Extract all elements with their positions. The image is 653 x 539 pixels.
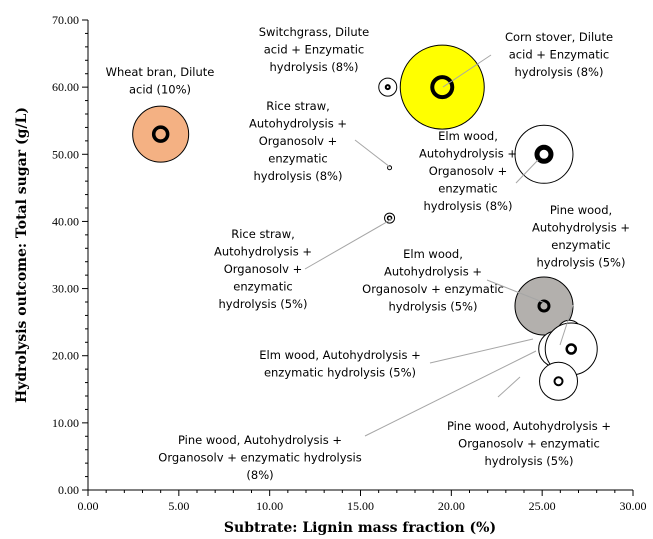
bubble-label: Pine wood, Autohydrolysis + enzymatic hydro… — [532, 203, 630, 270]
bubble-label-line: Autohydrolysis + — [419, 147, 517, 161]
leader-line — [364, 350, 537, 437]
y-tick-label: 0.00 — [58, 483, 79, 497]
bubble-label-line: Pine wood, Autohydrolysis + — [447, 419, 611, 433]
bubble-label-line: hydrolysis (5%) — [219, 297, 308, 311]
leader-line — [559, 304, 574, 346]
bubble-label: Elm wood, Autohydrolysis + Organosolv + enz… — [419, 129, 517, 213]
bubble-label-line: hydrolysis (5%) — [485, 454, 574, 468]
y-tick-label: 40.00 — [52, 214, 79, 228]
bubble-label-line: hydrolysis (8%) — [270, 60, 359, 74]
leader-line — [515, 159, 539, 184]
bubble-label: Rice straw, Autohydrolysis + Organosolv + e… — [249, 99, 347, 183]
bubble-label-line: Autohydrolysis + — [384, 265, 482, 279]
bubble-label-line: Autohydrolysis + — [249, 117, 347, 131]
bubble-label: Pine wood, Autohydrolysis + Organosolv + … — [447, 419, 611, 468]
axes: 0.00 10.00 20.00 30.00 40.00 50.00 60.00 70.00 0… — [52, 13, 647, 513]
bubble-label-line: Organosolv + enzymatic — [458, 437, 600, 451]
bubble-label-line: acid + Enzymatic — [264, 43, 365, 57]
bubble-label-line: Pine wood, Autohydrolysis + — [178, 433, 342, 447]
leader-lines — [304, 54, 574, 437]
bubble-label-line: Organosolv + enzymatic hydrolysis — [158, 451, 361, 465]
bubble — [384, 212, 396, 224]
leader-line — [429, 338, 534, 364]
bubble-label: Corn stover, Dilute acid + Enzymatic hydro… — [505, 30, 613, 79]
bubble-label-line: enzymatic hydrolysis (5%) — [264, 366, 416, 380]
bubble-label-line: hydrolysis (8%) — [254, 169, 343, 183]
bubble-marker — [384, 84, 391, 91]
bubble-label: Elm wood, Autohydrolysis + Organosolv + en… — [362, 247, 504, 314]
bubble-label-line: Pine wood, — [550, 203, 612, 217]
y-tick-label: 70.00 — [52, 13, 79, 27]
bubble — [132, 105, 190, 163]
x-tick-label: 0.00 — [78, 499, 99, 513]
bubble — [387, 165, 393, 171]
bubble-label-line: hydrolysis (8%) — [515, 65, 604, 79]
leader-line — [442, 54, 492, 88]
bubble-label-line: hydrolysis (5%) — [537, 256, 626, 270]
leader-line — [304, 218, 393, 270]
bubble-label-line: Rice straw, — [266, 99, 330, 113]
leader-line — [486, 279, 546, 304]
bubble-label-line: enzymatic — [551, 238, 610, 252]
bubble-label-line: Switchgrass, Dilute — [259, 25, 370, 39]
y-tick-label: 60.00 — [52, 80, 79, 94]
y-tick-label: 10.00 — [52, 416, 79, 430]
bubble-label: Wheat bran, Dilute acid (10%) — [106, 65, 215, 97]
bubble — [539, 361, 579, 401]
bubble-label-line: Elm wood, — [438, 129, 498, 143]
leader-line — [354, 139, 391, 168]
bubble-label-line: Autohydrolysis + — [214, 245, 312, 259]
x-tick-label: 30.00 — [620, 499, 647, 513]
x-axis-title: Subtrate: Lignin mass fraction (%) — [224, 520, 496, 536]
bubble-layer — [132, 44, 598, 401]
annotation-layer: Wheat bran, Dilute acid (10%) Switchgrass,… — [106, 25, 630, 482]
bubble-marker — [553, 376, 564, 387]
leader-line — [497, 376, 521, 398]
x-tick-label: 10.00 — [256, 499, 283, 513]
bubble-label: Rice straw, Autohydrolysis + Organosolv + e… — [214, 227, 312, 311]
bubble-label-line: Rice straw, — [231, 227, 295, 241]
bubble-label-line: Organosolv + — [224, 262, 303, 276]
bubble-label: Elm wood, Autohydrolysis + enzymatic hydr… — [259, 348, 420, 380]
bubble-label-line: enzymatic — [233, 280, 292, 294]
bubble-label-line: Autohydrolysis + — [532, 221, 630, 235]
x-tick-label: 20.00 — [438, 499, 465, 513]
bubble-label-line: Organosolv + — [259, 134, 338, 148]
bubble-label-line: acid + Enzymatic — [509, 48, 610, 62]
bubble-label-line: Wheat bran, Dilute — [106, 65, 215, 79]
x-tick-label: 5.00 — [168, 499, 189, 513]
bubble-label-line: Elm wood, — [403, 247, 463, 261]
y-tick-label: 50.00 — [52, 147, 79, 161]
x-tick-label: 15.00 — [347, 499, 374, 513]
bubble-marker — [430, 75, 455, 100]
bubble-label-line: enzymatic — [268, 152, 327, 166]
y-tick-label: 30.00 — [52, 282, 79, 296]
bubble-label-line: Organosolv + — [429, 164, 508, 178]
bubble-marker — [537, 299, 551, 313]
x-tick-label: 25.00 — [529, 499, 556, 513]
bubble-label: Pine wood, Autohydrolysis + Organosolv + … — [158, 433, 361, 482]
bubble-label: Switchgrass, Dilute acid + Enzymatic hydro… — [259, 25, 370, 74]
bubble-label-line: hydrolysis (8%) — [424, 199, 513, 213]
bubble — [378, 77, 398, 97]
bubble — [399, 44, 485, 130]
bubble-label-line: enzymatic — [438, 182, 497, 196]
bubble-label-line: Corn stover, Dilute — [505, 30, 613, 44]
bubble-label-line: (8%) — [246, 468, 273, 482]
bubble-marker — [534, 144, 554, 164]
bubble-label-line: hydrolysis (5%) — [389, 300, 478, 314]
bubble-marker — [151, 125, 170, 143]
y-tick-label: 20.00 — [52, 349, 79, 363]
bubble-label-line: acid (10%) — [129, 83, 191, 97]
bubble-label-line: Elm wood, Autohydrolysis + — [259, 348, 420, 362]
bubble-label-line: Organosolv + enzymatic — [362, 282, 504, 296]
y-axis-title: Hydrolysis outcome: Total sugar (g/L) — [14, 107, 30, 403]
bubble-marker — [565, 343, 577, 355]
